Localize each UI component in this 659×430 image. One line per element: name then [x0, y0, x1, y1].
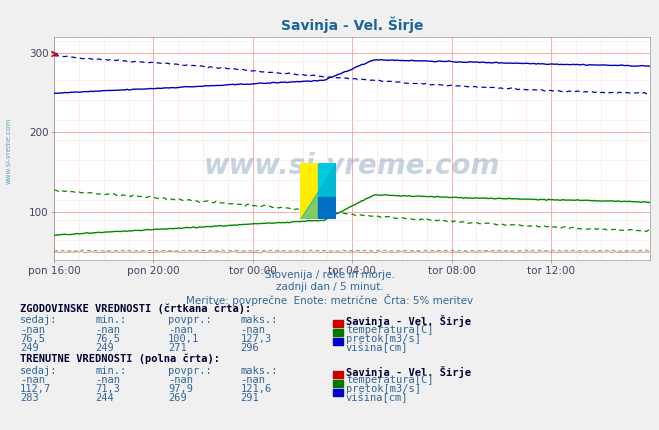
Polygon shape [318, 163, 336, 197]
Text: 71,3: 71,3 [96, 384, 121, 394]
Text: 296: 296 [241, 343, 259, 353]
Text: 249: 249 [96, 343, 114, 353]
Text: zadnji dan / 5 minut.: zadnji dan / 5 minut. [275, 282, 384, 292]
Text: Slovenija / reke in morje.: Slovenija / reke in morje. [264, 270, 395, 280]
Text: sedaj:: sedaj: [20, 315, 57, 325]
Text: min.:: min.: [96, 366, 127, 375]
Text: 244: 244 [96, 393, 114, 403]
Text: 283: 283 [20, 393, 38, 403]
Polygon shape [318, 197, 336, 219]
Text: povpr.:: povpr.: [168, 315, 212, 325]
Text: www.si-vreme.com: www.si-vreme.com [5, 117, 12, 184]
Text: min.:: min.: [96, 315, 127, 325]
Text: pretok[m3/s]: pretok[m3/s] [346, 384, 421, 394]
Text: 271: 271 [168, 343, 186, 353]
Text: 291: 291 [241, 393, 259, 403]
Text: 112,7: 112,7 [20, 384, 51, 394]
Text: 97,9: 97,9 [168, 384, 193, 394]
Text: -nan: -nan [20, 375, 45, 385]
Text: -nan: -nan [241, 375, 266, 385]
Text: ZGODOVINSKE VREDNOSTI (črtkana črta):: ZGODOVINSKE VREDNOSTI (črtkana črta): [20, 303, 251, 313]
Polygon shape [300, 163, 318, 219]
Text: 100,1: 100,1 [168, 334, 199, 344]
Polygon shape [300, 163, 336, 219]
Text: pretok[m3/s]: pretok[m3/s] [346, 334, 421, 344]
Text: www.si-vreme.com: www.si-vreme.com [204, 152, 500, 180]
Text: -nan: -nan [241, 325, 266, 335]
Text: 269: 269 [168, 393, 186, 403]
Text: 76,5: 76,5 [20, 334, 45, 344]
Text: -nan: -nan [168, 375, 193, 385]
Text: maks.:: maks.: [241, 366, 278, 375]
Text: Meritve: povprečne  Enote: metrične  Črta: 5% meritev: Meritve: povprečne Enote: metrične Črta:… [186, 294, 473, 306]
Text: temperatura[C]: temperatura[C] [346, 325, 434, 335]
Text: -nan: -nan [96, 325, 121, 335]
Text: 121,6: 121,6 [241, 384, 272, 394]
Text: maks.:: maks.: [241, 315, 278, 325]
Text: -nan: -nan [96, 375, 121, 385]
Text: Savinja - Vel. Širje: Savinja - Vel. Širje [346, 366, 471, 378]
Text: -nan: -nan [168, 325, 193, 335]
Text: temperatura[C]: temperatura[C] [346, 375, 434, 385]
Text: 76,5: 76,5 [96, 334, 121, 344]
Text: 249: 249 [20, 343, 38, 353]
Text: Savinja - Vel. Širje: Savinja - Vel. Širje [346, 315, 471, 327]
Text: sedaj:: sedaj: [20, 366, 57, 375]
Text: TRENUTNE VREDNOSTI (polna črta):: TRENUTNE VREDNOSTI (polna črta): [20, 353, 219, 364]
Text: višina[cm]: višina[cm] [346, 393, 409, 403]
Text: 127,3: 127,3 [241, 334, 272, 344]
Text: povpr.:: povpr.: [168, 366, 212, 375]
Text: -nan: -nan [20, 325, 45, 335]
Text: višina[cm]: višina[cm] [346, 343, 409, 353]
Title: Savinja - Vel. Širje: Savinja - Vel. Širje [281, 16, 424, 33]
